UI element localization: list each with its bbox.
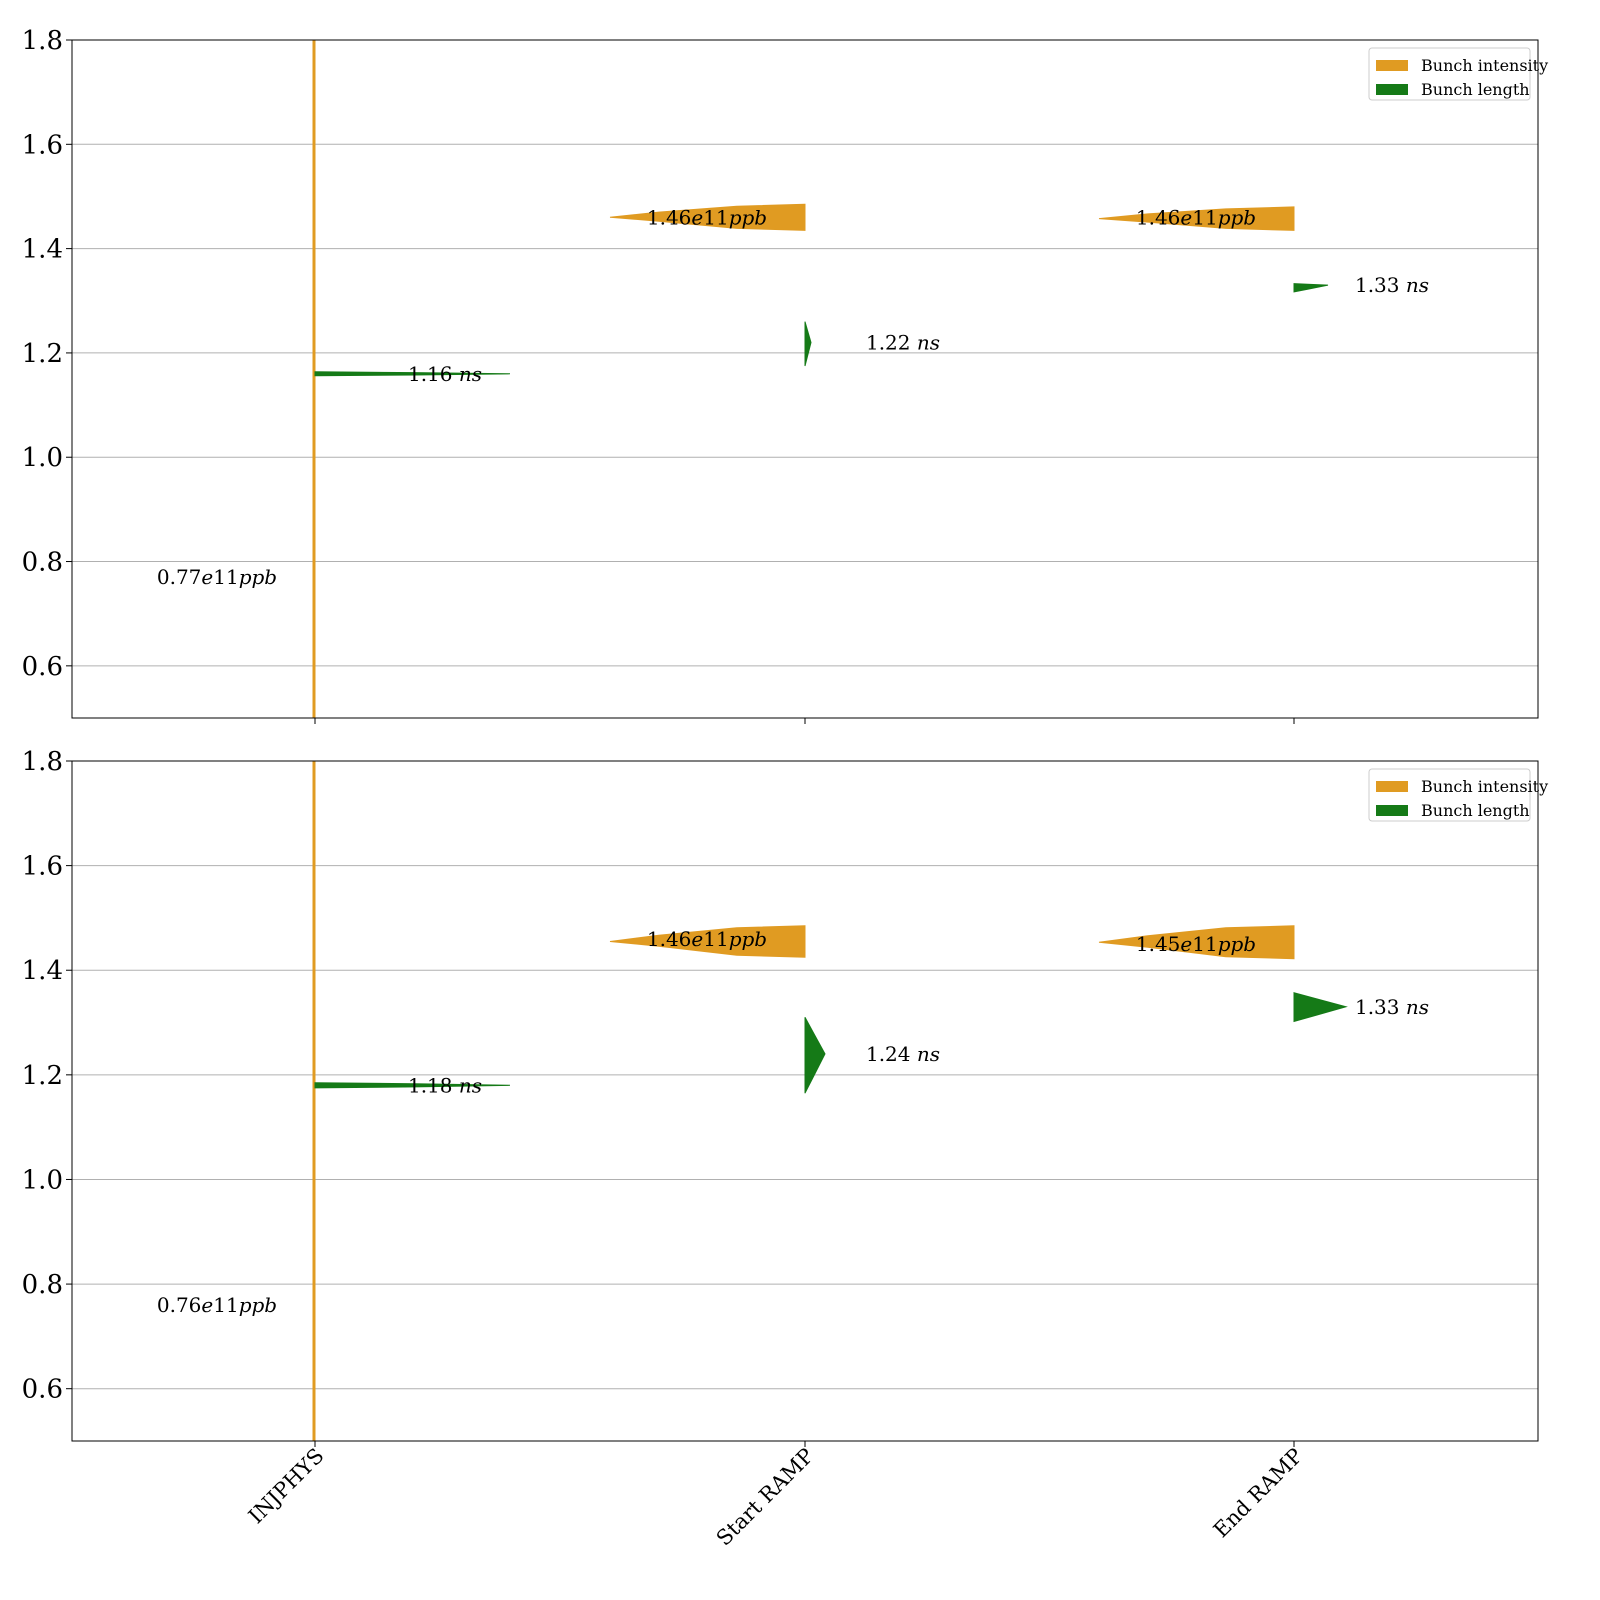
axes-frame: [71, 760, 1539, 1442]
legend-label: Bunch intensity: [1421, 56, 1548, 75]
length-violin-start-ramp: [804, 321, 812, 367]
length-violin-end-ramp: [1293, 992, 1348, 1023]
violin-value-label: 0.76e11ppb: [157, 1293, 277, 1317]
x-tick-label: Start RAMP: [712, 1444, 819, 1551]
intensity-violin-injphys: [312, 39, 316, 719]
violin-value-label: 1.33 ns: [1355, 273, 1429, 297]
length-violin-start-ramp: [804, 1017, 826, 1094]
intensity-violin-end-ramp: [1098, 206, 1295, 231]
violin-value-label: 1.24 ns: [866, 1042, 940, 1066]
y-tick-label: 1.6: [22, 852, 63, 882]
y-tick-label: 1.4: [22, 956, 63, 986]
legend-swatch: [1376, 84, 1408, 95]
intensity-violin-start-ramp: [609, 203, 806, 231]
violin-value-label: 1.16 ns: [408, 362, 482, 386]
intensity-violin-injphys: [312, 760, 316, 1442]
legend-swatch: [1376, 805, 1408, 816]
violin-value-label: 0.77e11ppb: [157, 565, 277, 589]
y-tick-label: 0.6: [22, 1375, 63, 1405]
legend-box: [1368, 47, 1531, 101]
y-tick-label: 0.6: [22, 652, 63, 682]
chart-panel-2: 0.6 0.8 1.0 1.2 1.4 1.6 1.8 INJPHYS Start RAMP En…: [22, 747, 1549, 1550]
y-tick-label: 0.8: [22, 1270, 63, 1300]
length-violin-end-ramp: [1293, 283, 1329, 293]
violin-value-label: 1.46e11ppb: [647, 927, 767, 951]
legend: Bunch intensity Bunch length: [1368, 47, 1548, 101]
violin-value-label: 1.45e11ppb: [1136, 932, 1256, 956]
length-violin-injphys: [314, 371, 511, 377]
legend-label: Bunch intensity: [1421, 777, 1548, 796]
y-tick-label: 1.8: [22, 747, 63, 777]
violin-value-label: 1.33 ns: [1355, 995, 1429, 1019]
y-tick-label: 1.0: [22, 443, 63, 473]
legend-label: Bunch length: [1421, 80, 1530, 99]
legend-label: Bunch length: [1421, 801, 1530, 820]
y-tick-label: 0.8: [22, 548, 63, 578]
intensity-violin-start-ramp: [609, 925, 806, 958]
x-tick-label: End RAMP: [1209, 1444, 1308, 1543]
legend: Bunch intensity Bunch length: [1368, 768, 1548, 822]
legend-box: [1368, 768, 1531, 822]
y-tick-label: 1.6: [22, 130, 63, 160]
intensity-violin-end-ramp: [1098, 925, 1295, 960]
y-tick-label: 1.0: [22, 1165, 63, 1195]
axes-frame: [71, 39, 1539, 719]
y-tick-label: 1.2: [22, 339, 63, 369]
violin-value-label: 1.46e11ppb: [1136, 205, 1256, 229]
y-tick-label: 1.8: [22, 26, 63, 56]
length-violin-injphys: [314, 1082, 511, 1089]
violin-value-label: 1.22 ns: [866, 330, 940, 354]
legend-swatch: [1376, 781, 1408, 792]
violin-value-label: 1.18 ns: [408, 1073, 482, 1097]
violin-value-label: 1.46e11ppb: [647, 205, 767, 229]
legend-swatch: [1376, 60, 1408, 71]
x-tick-label: INJPHYS: [244, 1444, 329, 1529]
chart-panel-1: 0.6 0.8 1.0 1.2 1.4 1.6 1.8 0.77e11ppb 1.46e11pp…: [22, 26, 1548, 724]
y-tick-label: 1.2: [22, 1061, 63, 1091]
y-tick-label: 1.4: [22, 235, 63, 265]
